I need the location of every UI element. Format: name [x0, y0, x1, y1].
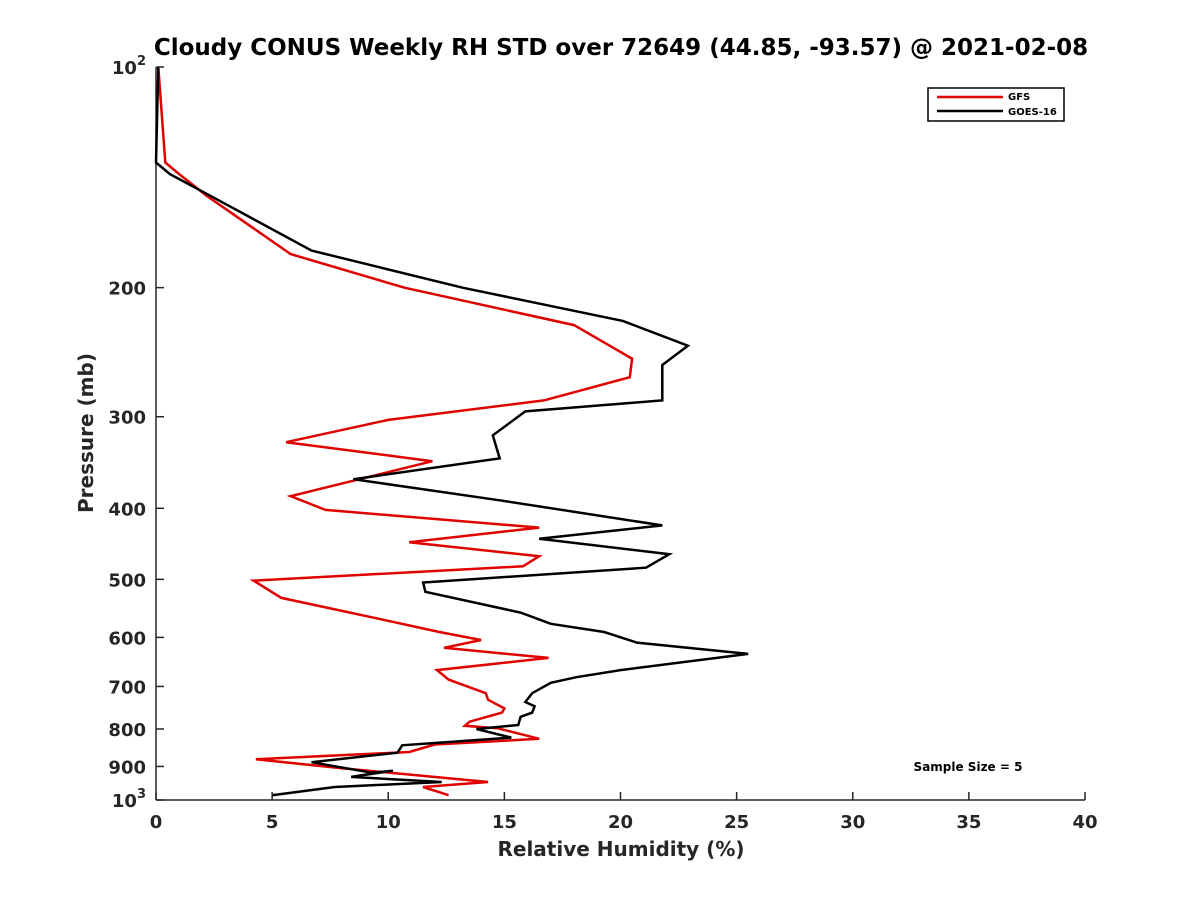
legend-box [927, 87, 1065, 122]
x-tick-label: 25 [724, 812, 749, 833]
y-tick-label: 800 [108, 720, 146, 741]
y-tick-label: 102 [112, 54, 146, 79]
plot-area: 0 5 10 15 20 25 30 35 40 102 200 300 400 500 600 700 80… [108, 54, 1097, 833]
x-tick-label: 30 [840, 812, 865, 833]
y-tick-label: 700 [108, 677, 146, 698]
chart-title: Cloudy CONUS Weekly RH STD over 72649 (4… [154, 35, 1088, 61]
sample-size-annotation: Sample Size = 5 [914, 760, 1023, 774]
x-tick-label: 15 [492, 812, 517, 833]
x-axis-ticks: 0 5 10 15 20 25 30 35 40 [150, 792, 1098, 833]
x-tick-label: 35 [956, 812, 981, 833]
y-tick-label: 600 [108, 628, 146, 649]
x-axis-label: Relative Humidity (%) [497, 837, 744, 861]
series-line-goes-16 [154, 66, 749, 797]
legend: GFS GOES-16 [927, 87, 1065, 122]
y-axis-ticks: 102 200 300 400 500 600 700 800 900 103 [108, 54, 164, 812]
x-tick-label: 0 [150, 812, 163, 833]
y-axis-label: Pressure (mb) [74, 353, 98, 513]
y-tick-label: 900 [108, 757, 146, 778]
y-tick-label: 300 [108, 408, 146, 429]
x-tick-label: 40 [1072, 812, 1097, 833]
y-tick-label: 400 [108, 499, 146, 520]
x-tick-label: 5 [266, 812, 279, 833]
series-layer [154, 66, 749, 797]
y-tick-label: 500 [108, 570, 146, 591]
x-tick-label: 20 [608, 812, 633, 833]
x-tick-label: 10 [376, 812, 401, 833]
legend-label-goes16: GOES-16 [1008, 107, 1057, 118]
series-line-gfs [157, 66, 634, 797]
y-tick-label: 103 [112, 787, 146, 812]
legend-label-gfs: GFS [1008, 92, 1030, 103]
y-tick-label: 200 [108, 279, 146, 300]
